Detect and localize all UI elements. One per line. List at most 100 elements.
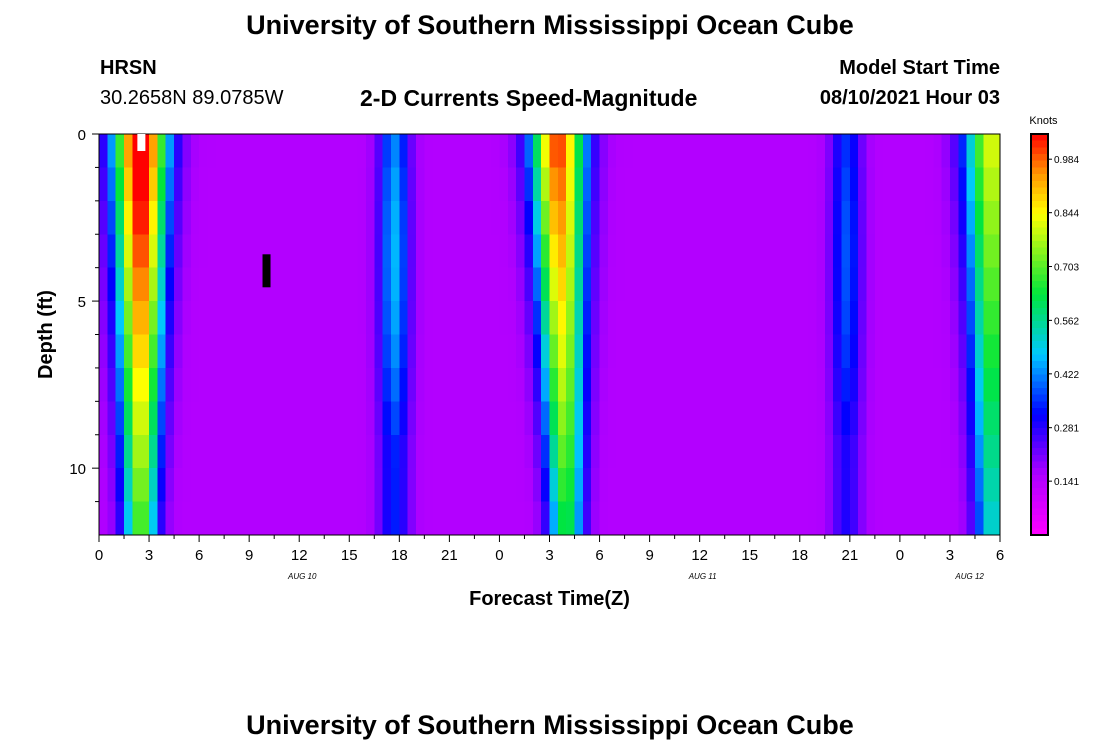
heatmap-cell — [449, 367, 459, 402]
heatmap-cell — [407, 468, 417, 503]
heatmap-cell — [115, 200, 125, 235]
heatmap-cell — [491, 367, 501, 402]
colorbar-swatch — [1031, 434, 1048, 443]
colorbar-tick-label: 0.281 — [1054, 424, 1079, 435]
colorbar-swatch — [1031, 408, 1048, 416]
heatmap-cell — [808, 434, 818, 469]
heatmap-cell — [140, 267, 150, 302]
heatmap-cell — [491, 468, 501, 503]
heatmap-cell — [174, 267, 184, 302]
heatmap-cell — [232, 334, 242, 369]
heatmap-cell — [741, 434, 751, 469]
heatmap-cell — [557, 401, 567, 436]
heatmap-cell — [207, 434, 217, 469]
heatmap-cell — [916, 200, 926, 235]
heatmap-cell — [132, 334, 142, 369]
heatmap-cell — [474, 200, 484, 235]
heatmap-cell — [724, 434, 734, 469]
heatmap-cell — [107, 301, 117, 336]
heatmap-cell — [666, 134, 676, 169]
heatmap-cell — [365, 501, 375, 536]
heatmap-cell — [157, 334, 167, 369]
heatmap-cell — [449, 334, 459, 369]
heatmap-cell — [991, 301, 1001, 336]
colorbar-swatch — [1031, 154, 1048, 162]
heatmap-cell — [482, 468, 492, 503]
heatmap-cell — [666, 234, 676, 269]
heatmap-cell — [390, 200, 400, 235]
heatmap-cell — [407, 501, 417, 536]
heatmap-cell — [849, 267, 859, 302]
heatmap-cell — [549, 334, 559, 369]
heatmap-cell — [432, 301, 442, 336]
heatmap-cell — [708, 200, 717, 235]
heatmap-cell — [516, 401, 526, 436]
heatmap-cell — [516, 334, 526, 369]
heatmap-cell — [482, 367, 492, 402]
heatmap-cell — [416, 134, 425, 169]
heatmap-cell — [399, 267, 409, 302]
heatmap-cell — [249, 301, 259, 336]
heatmap-cell — [541, 234, 551, 269]
heatmap-cell — [949, 401, 959, 436]
heatmap-cell — [474, 134, 484, 169]
heatmap-cell — [507, 434, 517, 469]
heatmap-cell — [941, 501, 951, 536]
heatmap-cell — [257, 167, 267, 202]
heatmap-cell — [866, 501, 876, 536]
heatmap-cell — [666, 434, 676, 469]
heatmap-cell — [724, 367, 734, 402]
heatmap-cell — [315, 134, 325, 169]
heatmap-cell — [566, 134, 576, 169]
heatmap-cell — [983, 267, 993, 302]
heatmap-cell — [365, 167, 375, 202]
heatmap-cell — [516, 167, 526, 202]
heatmap-cell — [382, 334, 392, 369]
heatmap-cell — [791, 167, 801, 202]
x-axis: 0 3 6 9 12 15 18 21 0 3 6 9 12 15 18 21 0 3 6 — [95, 535, 1004, 564]
heatmap-cell — [799, 267, 809, 302]
heatmap-cell — [866, 167, 876, 202]
heatmap-cell — [124, 200, 133, 235]
heatmap-cell — [407, 167, 417, 202]
heatmap-cell — [699, 401, 709, 436]
heatmap-cell — [632, 234, 642, 269]
heatmap-cell — [115, 334, 125, 369]
heatmap-cell — [649, 401, 659, 436]
heatmap-cell — [966, 200, 976, 235]
heatmap-cell — [240, 501, 250, 536]
heatmap-cell — [182, 334, 192, 369]
heatmap-cell — [624, 468, 634, 503]
heatmap-cell — [549, 501, 559, 536]
heatmap-cell — [891, 234, 901, 269]
heatmap-cell — [766, 401, 776, 436]
heatmap-cell — [124, 501, 133, 536]
heatmap-cell — [365, 234, 375, 269]
colorbar-swatch — [1031, 347, 1048, 356]
heatmap-cell — [966, 468, 976, 503]
heatmap-cell — [716, 401, 726, 436]
heatmap-cell — [149, 434, 158, 469]
heatmap-cell — [974, 434, 984, 469]
heatmap-cell — [974, 167, 984, 202]
heatmap-cell — [666, 401, 676, 436]
colorbar-swatch — [1031, 167, 1048, 175]
heatmap-cell — [908, 367, 918, 402]
heatmap-cell — [224, 267, 234, 302]
heatmap-cell — [866, 468, 876, 503]
heatmap-cell — [274, 501, 284, 536]
heatmap-cell — [149, 401, 158, 436]
heatmap-cell — [340, 134, 350, 169]
heatmap-cell — [808, 367, 818, 402]
colorbar-swatch — [1031, 334, 1048, 342]
heatmap-cell — [774, 334, 784, 369]
heatmap-cell — [416, 234, 425, 269]
heatmap-cell — [299, 167, 309, 202]
heatmap-cell — [741, 501, 751, 536]
heatmap-cell — [240, 334, 250, 369]
heatmap-cell — [407, 301, 417, 336]
heatmap-cell — [557, 200, 567, 235]
heatmap-cell — [632, 200, 642, 235]
heatmap-cell — [966, 234, 976, 269]
